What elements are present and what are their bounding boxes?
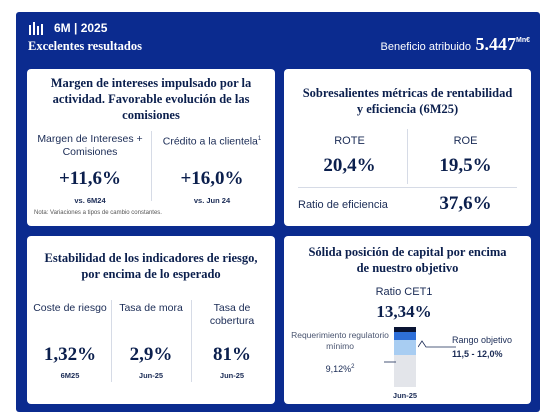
footnote: 1 — [257, 136, 262, 142]
metric-value: 37,6% — [439, 193, 492, 214]
divider — [191, 300, 192, 382]
divider — [111, 300, 112, 382]
ratio-label: Ratio CET1 — [375, 286, 433, 298]
metric-note: vs. Jun 24 — [193, 196, 231, 205]
metric-label: Crédito a la clientela1 — [157, 133, 267, 149]
cet1-bar — [394, 327, 416, 387]
profit-value: 5.447 — [475, 34, 517, 54]
metric-value: 1,32% — [43, 344, 97, 365]
divider — [298, 187, 517, 188]
requirement-label: Requerimiento regulatorio mínimo — [291, 330, 389, 351]
card: Sobresalientes métricas de rentabilidad … — [284, 69, 531, 226]
metric-value: 20,4% — [323, 155, 376, 176]
metric-label: Tasa de mora — [119, 302, 183, 314]
metric-note: Jun-25 — [219, 371, 245, 380]
leader — [384, 361, 396, 363]
metric-value: 2,9% — [129, 344, 173, 365]
date: Jun-25 — [392, 391, 418, 400]
card: Margen de intereses impulsado por la act… — [27, 69, 275, 226]
card: Sólida posición de capital por encima de… — [284, 236, 531, 404]
metric-label: Ratio de eficiencia — [298, 199, 388, 211]
card-title: Sólida posición de capital por encima de… — [308, 245, 507, 275]
period: 6M | 2025 — [54, 21, 108, 35]
profit-unit: Mn€ — [516, 37, 530, 44]
card-title: Sobresalientes métricas de rentabilidad … — [302, 86, 513, 116]
leader — [418, 340, 456, 348]
profit: Beneficio atribuido 5.447Mn€ — [381, 34, 530, 55]
card-title: Margen de intereses impulsado por la act… — [50, 76, 252, 122]
metric-note: Jun-25 — [138, 371, 164, 380]
logo — [29, 22, 43, 35]
target-value: 11,5 - 12,0% — [452, 349, 503, 359]
metric-label: ROE — [453, 135, 478, 147]
target-label: Rango objetivo — [452, 335, 513, 345]
requirement-number: 9,12% — [325, 364, 352, 374]
metric-note: 6M25 — [60, 371, 80, 380]
ratio-value: 13,34% — [376, 302, 432, 321]
card: Estabilidad de los indicadores de riesgo… — [27, 236, 275, 404]
metric-label: Tasa de cobertura — [209, 302, 255, 327]
metric-value: 81% — [213, 344, 251, 365]
divider — [151, 131, 152, 201]
metric-label: Margen de Intereses + Comisiones — [37, 133, 143, 158]
metric-note: vs. 6M24 — [74, 196, 106, 205]
metric-label-text: Crédito a la clientela — [162, 135, 258, 148]
profit-label: Beneficio atribuido — [380, 41, 472, 53]
panel: 6M | 2025 Excelentes resultados Benefici… — [16, 12, 540, 412]
divider — [407, 129, 408, 184]
metric-value: +11,6% — [58, 168, 122, 189]
metric-label: ROTE — [334, 135, 365, 147]
metric-value: 19,5% — [439, 155, 492, 176]
footnote: 2 — [351, 364, 355, 370]
footer-note: Nota: Variaciones a tipos de cambio cons… — [34, 210, 162, 216]
card-title: Estabilidad de los indicadores de riesgo… — [44, 251, 258, 281]
metric-label: Coste de riesgo — [33, 302, 107, 314]
requirement-value: 9,12%2 — [290, 361, 390, 376]
metric-value: +16,0% — [180, 168, 244, 189]
header-title: Excelentes resultados — [28, 39, 142, 53]
